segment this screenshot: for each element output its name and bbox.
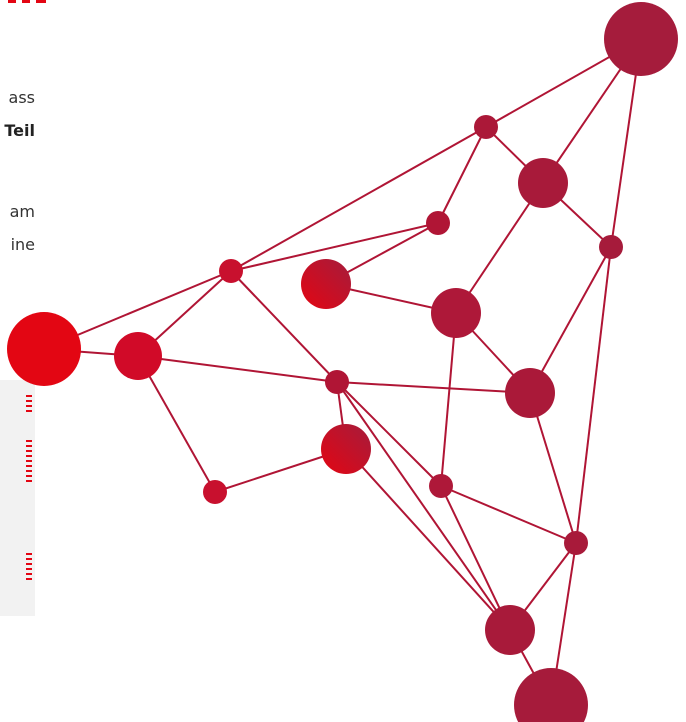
top-accent-strip: [0, 0, 52, 10]
body-text-fragment: am: [9, 202, 35, 221]
accent-segment: [36, 0, 46, 3]
body-text-fragment-bold: Teil: [4, 121, 35, 140]
network-node: [301, 259, 351, 309]
network-nodes: [7, 2, 678, 722]
body-text-fragment: ass: [8, 88, 35, 107]
accent-segment: [22, 0, 30, 3]
network-node: [514, 668, 588, 722]
network-node: [505, 368, 555, 418]
network-node: [114, 332, 162, 380]
network-node: [485, 605, 535, 655]
network-node: [431, 288, 481, 338]
network-node: [564, 531, 588, 555]
network-node: [7, 312, 81, 386]
network-node: [604, 2, 678, 76]
network-node: [429, 474, 453, 498]
network-edges: [43, 38, 642, 706]
network-node: [321, 424, 371, 474]
network-node: [599, 235, 623, 259]
network-node: [518, 158, 568, 208]
red-dash-marker: [26, 395, 32, 415]
red-dash-marker: [26, 553, 32, 583]
network-node: [426, 211, 450, 235]
network-node: [474, 115, 498, 139]
side-panel: [0, 380, 35, 616]
network-node: [325, 370, 349, 394]
network-node: [203, 480, 227, 504]
red-dash-marker: [26, 440, 32, 485]
body-text-fragment: ine: [10, 235, 35, 254]
network-node: [219, 259, 243, 283]
accent-segment: [8, 0, 16, 3]
